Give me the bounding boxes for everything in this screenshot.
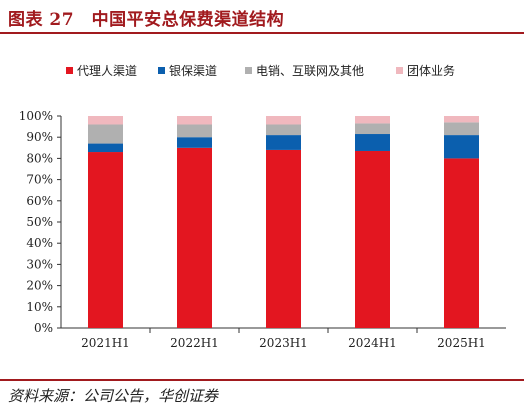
bar-segment [444, 158, 479, 328]
bar-segment [444, 135, 479, 159]
legend-label: 代理人渠道 [77, 64, 137, 78]
bar-segment [266, 116, 301, 125]
y-tick-label: 60% [26, 194, 53, 208]
bar-segment [88, 143, 123, 153]
legend-label: 银保渠道 [169, 64, 217, 78]
y-tick-label: 70% [26, 173, 53, 187]
y-tick-label: 10% [26, 300, 53, 314]
bar-segment [355, 116, 390, 124]
legend-label: 电销、互联网及其他 [256, 64, 364, 78]
top-divider [0, 32, 524, 34]
bar-segment [355, 123, 390, 135]
bar-segment [266, 124, 301, 136]
x-tick-label: 2025H1 [437, 336, 486, 350]
legend-label: 团体业务 [407, 63, 455, 78]
bar-segment [266, 135, 301, 150]
figure-header: 图表 27 中国平安总保费渠道结构 [0, 0, 524, 34]
bar-segment [266, 149, 301, 328]
x-tick-label: 2021H1 [81, 336, 130, 350]
bar-segment [177, 124, 212, 138]
bar-segment [177, 147, 212, 328]
legend-swatch [158, 67, 165, 74]
y-tick-label: 40% [26, 236, 53, 250]
y-tick-label: 30% [26, 257, 53, 271]
y-tick-label: 100% [19, 109, 53, 123]
bar-segment [444, 122, 479, 136]
stacked-bar-chart: 代理人渠道 银保渠道 电销、互联网及其他 团体业务 0% 10% 20% 30% 40% 50% 6… [19, 63, 506, 350]
y-tick-label: 50% [26, 215, 53, 229]
x-tick-label: 2024H1 [348, 336, 397, 350]
x-tick-label: 2022H1 [170, 336, 219, 350]
bottom-divider [0, 379, 524, 381]
figure-title: 图表 27 中国平安总保费渠道结构 [8, 10, 285, 30]
y-tick-label: 80% [26, 151, 53, 165]
y-tick-label: 0% [34, 321, 53, 335]
bar-segment [88, 116, 123, 125]
bar-segment [355, 134, 390, 151]
bar-segment [88, 152, 123, 328]
bar-segment [444, 116, 479, 123]
y-tick-label: 90% [26, 130, 53, 144]
y-tick-label: 20% [26, 279, 53, 293]
bar-segment [88, 124, 123, 144]
bar-segment [177, 116, 212, 125]
legend-swatch [66, 67, 73, 74]
bar-segment [355, 150, 390, 328]
legend-swatch [396, 67, 403, 74]
source-note: 资料来源：公司公告，华创证券 [8, 387, 219, 405]
legend-swatch [245, 67, 252, 74]
bar-segment [177, 137, 212, 148]
x-tick-label: 2023H1 [259, 336, 308, 350]
